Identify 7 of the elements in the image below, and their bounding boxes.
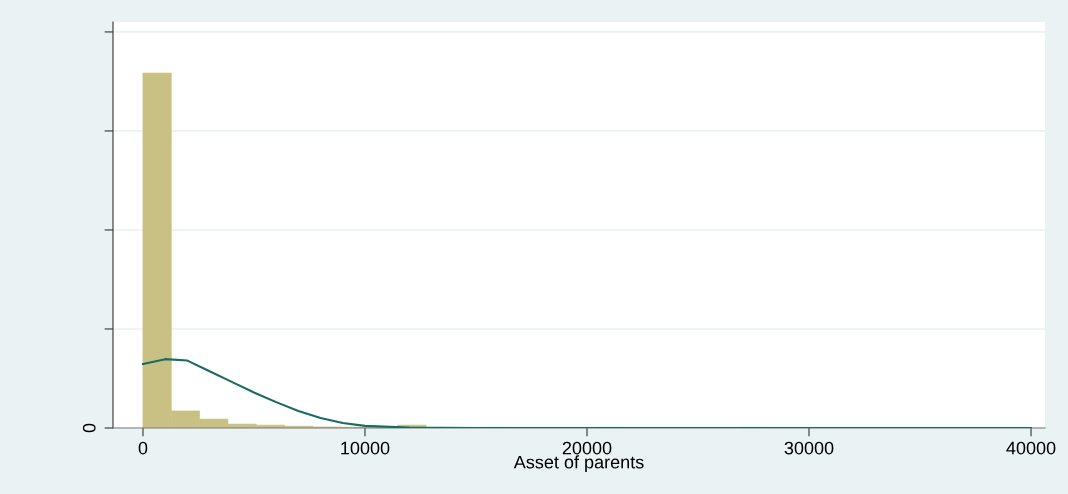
x-tick-label: 0 [138,441,148,455]
x-axis-title: Asset of parents [513,455,644,473]
x-tick-label: 20000 [562,441,612,455]
x-tick-label: 30000 [784,441,834,455]
x-tick-label: 40000 [1006,441,1056,455]
text: 0 [82,423,96,433]
x-tick-label: 10000 [341,441,390,455]
